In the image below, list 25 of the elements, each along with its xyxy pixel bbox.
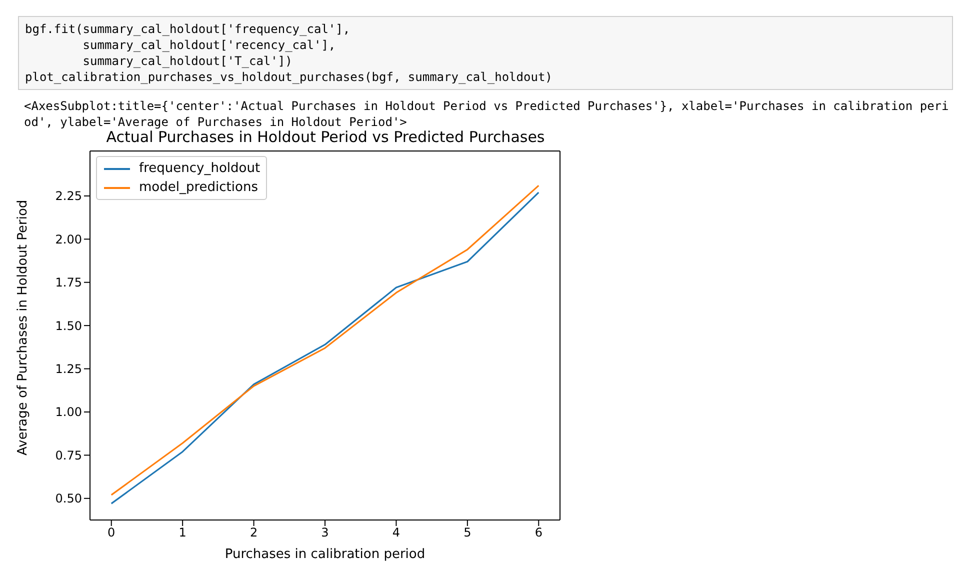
y-tick-label: 1.75 (55, 276, 82, 290)
text: summary_cal_holdout['T_cal']) (82, 53, 294, 69)
text: <AxesSubplot:title={'center':'Actual Purchases in Holdout Period vs Predicted Purchases'}, xlabel='Purchases in calibration period', ylabel='Average of Purchases in Holdout Period'> (24, 98, 950, 130)
text: plot_calibration_purchases_vs_holdout_purchases(bgf, summary_cal_holdout) (25, 69, 554, 85)
x-tick-label: 3 (321, 526, 329, 540)
y-tick-label: 2.00 (55, 232, 82, 246)
x-axis-title: Purchases in calibration period (224, 547, 426, 562)
y-axis-title: Average of Purchases in Holdout Period (16, 200, 31, 456)
y-tick-label: 1.00 (55, 405, 82, 420)
text: bgf.fit(summary_cal_holdout['frequency_cal'], (25, 21, 352, 37)
legend-label: model_predictions (139, 179, 258, 197)
x-tick-label: 4 (392, 526, 400, 540)
x-tick-label: 6 (534, 526, 542, 540)
legend-label: frequency_holdout (139, 160, 260, 178)
y-tick-label: 2.25 (55, 189, 82, 204)
y-tick-label: 0.75 (55, 448, 82, 462)
text: summary_cal_holdout['recency_cal'], (82, 37, 337, 53)
x-tick-label: 0 (108, 526, 116, 540)
x-tick-label: 2 (250, 526, 258, 540)
y-tick-label: 1.25 (55, 362, 82, 376)
y-tick-label: 1.50 (55, 318, 82, 333)
y-tick-label: 0.50 (55, 492, 82, 506)
x-tick-label: 1 (178, 526, 186, 540)
x-tick-label: 5 (464, 526, 472, 540)
chart-title: Actual Purchases in Holdout Period vs Predicted Purchases (106, 128, 546, 146)
